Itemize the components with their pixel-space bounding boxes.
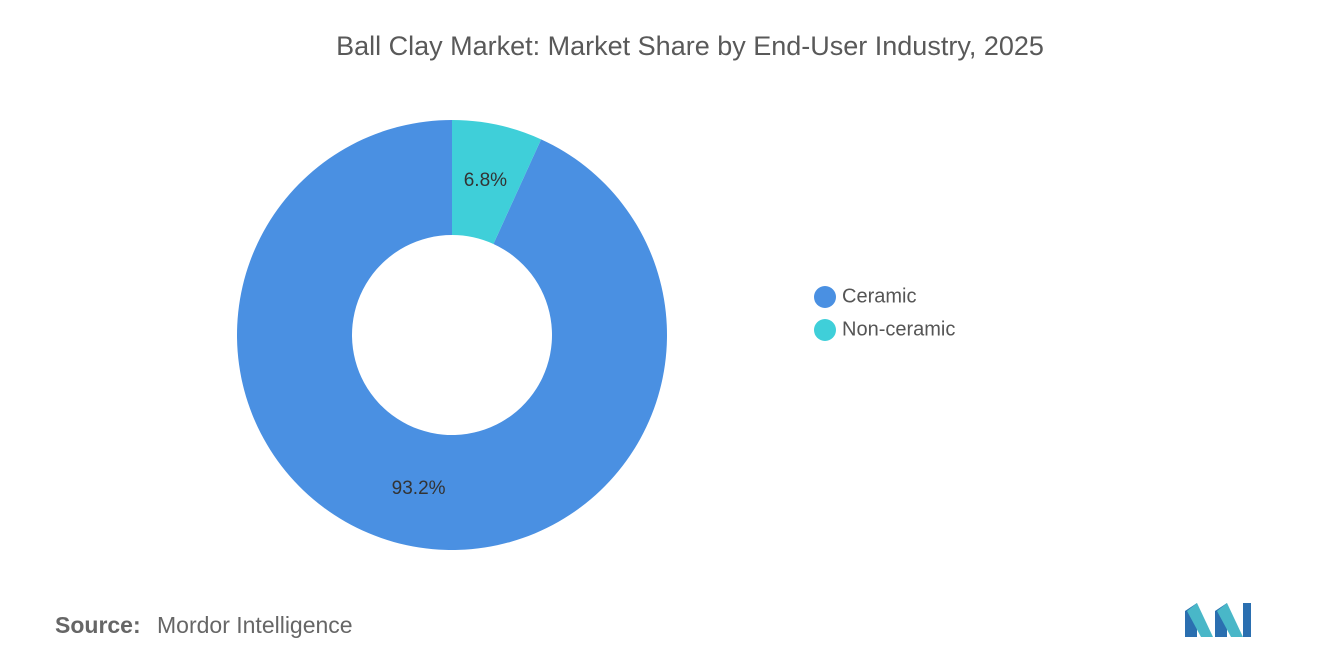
legend: Ceramic Non-ceramic (814, 285, 955, 341)
data-label: 93.2% (392, 478, 446, 499)
donut: 93.2% 6.8% (237, 120, 668, 551)
legend-swatch (814, 319, 836, 341)
legend-label: Non-ceramic (842, 318, 955, 340)
legend-label: Ceramic (842, 285, 916, 307)
logo (1185, 603, 1251, 637)
donut-slice (237, 120, 668, 551)
legend-swatch (814, 286, 836, 308)
source: Mordor Intelligence (157, 612, 353, 638)
data-label: 6.8% (464, 170, 507, 191)
donut-slice (452, 120, 542, 244)
chart-title: Ball Clay Market: Market Share by End-Us… (336, 31, 1044, 61)
source-label: Source: (55, 612, 141, 638)
